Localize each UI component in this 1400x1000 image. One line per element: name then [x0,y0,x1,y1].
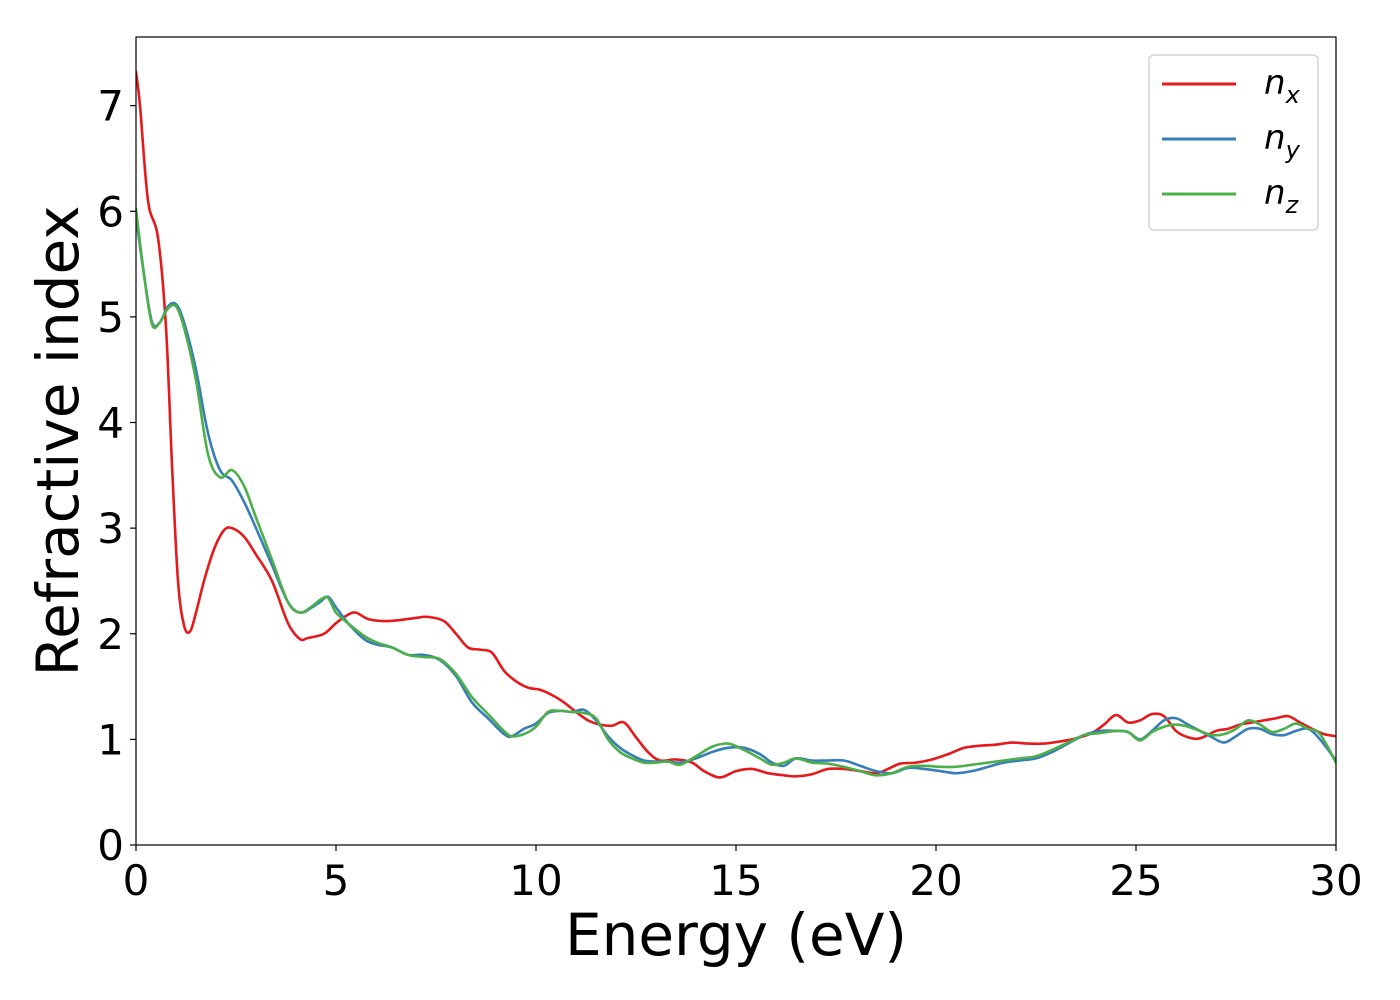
series-line-n-z [136,207,1336,777]
series-line-n-y [136,215,1336,775]
legend-label-z: nz [1264,173,1300,219]
x-tick-label: 30 [1309,856,1362,905]
y-axis-ticks: 0 1 2 3 4 5 6 7 [97,82,136,870]
x-tick-label: 20 [909,856,962,905]
plot-frame [135,36,1337,846]
x-tick-label: 10 [509,856,562,905]
y-tick-label: 0 [97,821,124,870]
x-tick-label: 5 [323,856,350,905]
plot-area [136,70,1336,779]
y-tick-label: 2 [97,610,124,659]
y-tick-label: 4 [97,399,124,448]
x-tick-label: 25 [1109,856,1162,905]
y-tick-label: 1 [97,715,124,764]
legend-label-y: ny [1264,118,1301,164]
legend: nx ny nz [1148,54,1319,231]
y-tick-label: 3 [97,504,124,553]
legend-box [1148,54,1319,231]
legend-label-x: nx [1264,63,1301,109]
y-axis-label: Refractive index [24,205,92,676]
x-axis-label: Energy (eV) [565,901,907,969]
x-tick-label: 15 [709,856,762,905]
x-axis-ticks: 0 5 10 15 20 25 30 [123,845,1363,905]
y-tick-label: 6 [97,187,124,236]
y-tick-label: 5 [97,293,124,342]
x-tick-label: 0 [123,856,150,905]
y-tick-label: 7 [97,82,124,131]
